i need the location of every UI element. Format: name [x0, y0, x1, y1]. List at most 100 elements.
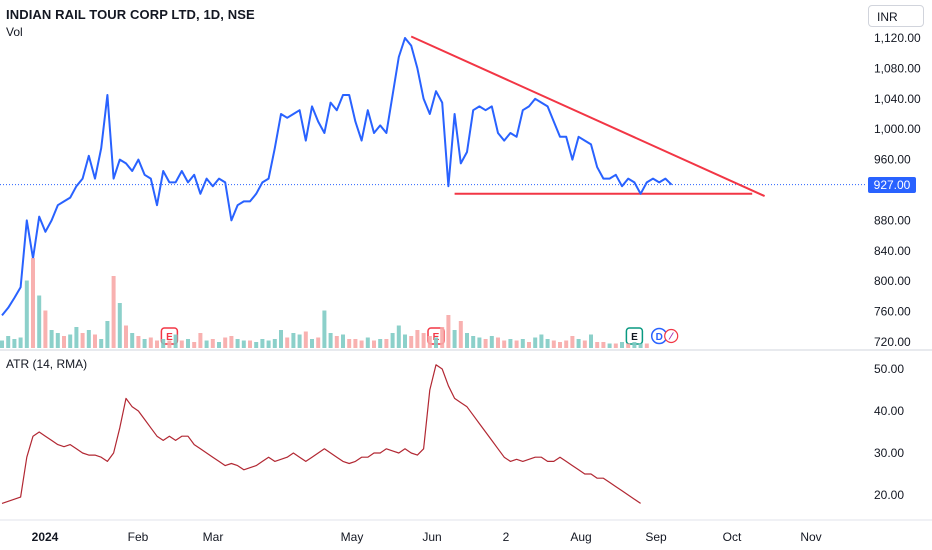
split-letter: ⁄: [668, 332, 674, 343]
axes: 1,120.00 1,080.00 1,040.00 1,000.00 960.00 88…: [0, 31, 932, 544]
volume-bar: [31, 258, 35, 348]
volume-bar: [62, 336, 66, 348]
volume-bar: [204, 340, 209, 348]
volume-bar: [527, 342, 531, 348]
atr-tick-label: 20.00: [874, 488, 904, 502]
volume-bar: [37, 295, 42, 348]
time-tick-label: Aug: [570, 530, 591, 544]
volume-bar: [372, 340, 376, 348]
volume-bar: [378, 339, 383, 348]
time-tick-label: Mar: [203, 530, 224, 544]
volume-bar: [93, 334, 97, 348]
volume-bar: [601, 342, 606, 348]
volume-bar: [254, 342, 259, 348]
price-line: [1, 37, 673, 317]
volume-bar: [489, 336, 494, 348]
volume-bar: [520, 339, 525, 348]
volume-bar: [192, 342, 197, 348]
volume-bar: [589, 334, 593, 348]
price-tick-label: 1,000.00: [874, 122, 921, 136]
volume-bar: [638, 343, 643, 348]
volume-bar: [446, 315, 451, 348]
price-tick-label: 760.00: [874, 305, 911, 319]
volume-bar: [558, 342, 562, 348]
volume-bar: [427, 336, 432, 348]
volume-bar: [148, 337, 153, 348]
volume-bar: [55, 333, 60, 348]
volume-bar: [626, 343, 631, 348]
volume-bar: [68, 334, 73, 348]
time-tick-label: Nov: [800, 530, 821, 544]
volume-bar: [551, 340, 556, 348]
volume-bar: [223, 337, 228, 348]
volume-bar: [142, 339, 147, 348]
volume-bar: [613, 343, 618, 348]
volume-bar: [365, 337, 370, 348]
volume-bar: [297, 334, 302, 348]
atr-pane: [1, 364, 641, 504]
currency-selector[interactable]: INR: [868, 5, 924, 27]
volume-bar: [644, 343, 649, 348]
volume-bar: [483, 339, 488, 348]
volume-bar: [179, 340, 184, 348]
volume-bar: [359, 340, 364, 348]
volume-bar: [310, 339, 314, 348]
time-tick-label: Oct: [723, 530, 742, 544]
atr-tick-label: 30.00: [874, 446, 904, 460]
volume-bar: [0, 340, 4, 348]
volume-bar: [285, 337, 290, 348]
volume-bar: [508, 339, 513, 348]
volume-bar: [607, 343, 612, 348]
volume-bar: [440, 327, 445, 348]
symbol-title[interactable]: INDIAN RAIL TOUR CORP LTD, 1D, NSE: [6, 7, 255, 22]
atr-indicator-label[interactable]: ATR (14, RMA): [6, 357, 88, 371]
volume-bar: [458, 321, 463, 348]
volume-bar: [12, 339, 17, 348]
volume-bar: [99, 339, 104, 348]
atr-line: [1, 364, 641, 504]
last-price-tag: 927.00: [868, 177, 916, 193]
volume-bar: [186, 339, 190, 348]
volume-bar: [539, 334, 544, 348]
volume-bar: [334, 336, 339, 348]
badge-letter: E: [166, 332, 173, 343]
volume-bar: [303, 331, 308, 348]
volume-bar: [86, 330, 91, 348]
badge-letter: E: [631, 332, 638, 343]
volume-bar: [155, 340, 159, 348]
volume-bar: [403, 334, 407, 348]
volume-bar: [291, 333, 296, 348]
volume-bar: [167, 340, 172, 348]
volume-bar: [18, 337, 23, 348]
volume-bar: [514, 340, 519, 348]
volume-bar: [279, 330, 283, 348]
volume-bar: [595, 342, 600, 348]
volume-bar: [49, 330, 54, 348]
volume-bar: [434, 337, 438, 348]
volume-bar: [173, 334, 178, 348]
volume-bar: [632, 342, 637, 348]
volume-label[interactable]: Vol: [6, 25, 23, 39]
volume-bar: [409, 336, 414, 348]
volume-bar: [74, 327, 79, 348]
volume-bar: [105, 321, 110, 348]
price-tick-label: 1,080.00: [874, 61, 921, 75]
volume-bar: [210, 339, 215, 348]
time-tick-label: Jun: [422, 530, 441, 544]
price-tick-label: 720.00: [874, 335, 911, 349]
volume-bar: [347, 339, 352, 348]
volume-bar: [136, 336, 141, 348]
atr-tick-label: 40.00: [874, 404, 904, 418]
volume-bar: [533, 337, 538, 348]
volume-bar: [384, 339, 389, 348]
volume-bar: [316, 337, 321, 348]
volume-bar: [620, 342, 624, 348]
price-tick-label: 1,120.00: [874, 31, 921, 45]
volume-bar: [390, 333, 395, 348]
descending-trendline: [410, 35, 766, 197]
volume-bar: [248, 340, 252, 348]
volume-bar: [217, 342, 221, 348]
volume-bar: [266, 340, 271, 348]
volume-bar: [272, 339, 277, 348]
